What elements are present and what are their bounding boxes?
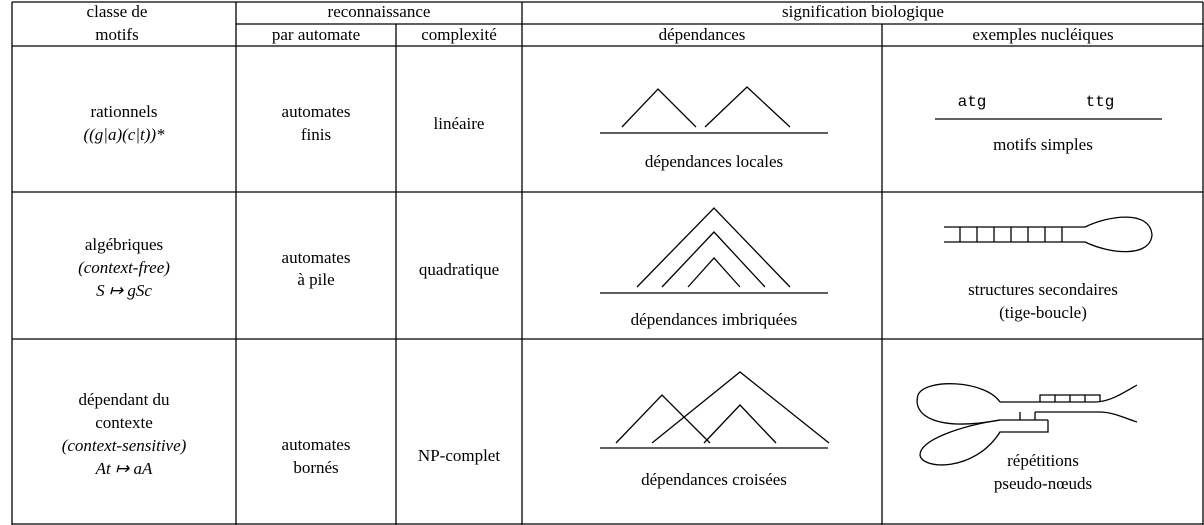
sequence-text: atg [957, 93, 987, 111]
cell-text: automates [281, 435, 351, 454]
cell-text: (context-sensitive) [61, 436, 187, 455]
cell-text: bornés [293, 458, 339, 477]
header-text: dépendances [658, 25, 746, 44]
cell-text: dépendant du [78, 390, 170, 409]
header-text: complexité [421, 25, 497, 44]
header-text: exemples nucléiques [972, 25, 1114, 44]
cell-text: dépendances locales [644, 152, 784, 171]
cell-text: algébriques [84, 235, 164, 254]
cell-text: contexte [95, 413, 153, 432]
cell-text: répétitions [1007, 451, 1079, 470]
cell-text: rationnels [90, 102, 158, 121]
cell-text: automates [281, 102, 351, 121]
header-text: signification biologique [782, 2, 944, 21]
cell-text: ((g|a)(c|t))* [83, 125, 165, 144]
cell-text: NP-complet [417, 446, 501, 465]
cell-text: (tige-boucle) [999, 303, 1087, 322]
cell-text: dépendances imbriquées [630, 310, 798, 329]
cell-text: (context-free) [78, 258, 170, 277]
cell-text: linéaire [433, 114, 485, 133]
header-text: classe de [86, 2, 148, 21]
cell-text: motifs simples [993, 135, 1093, 154]
sequence-text: ttg [1085, 93, 1115, 111]
header-text: motifs [95, 25, 139, 44]
cell-text: dépendances croisées [641, 470, 787, 489]
cell-text: pseudo-nœuds [993, 474, 1093, 493]
cell-text: à pile [297, 270, 335, 289]
cell-text: S ↦ gSc [96, 281, 152, 300]
cell-text: At ↦ aA [95, 459, 153, 478]
header-text: reconnaissance [327, 2, 431, 21]
cell-text: structures secondaires [968, 280, 1118, 299]
cell-text: quadratique [418, 260, 500, 279]
header-text: par automate [271, 25, 361, 44]
cell-text: automates [281, 248, 351, 267]
cell-text: finis [300, 125, 332, 144]
